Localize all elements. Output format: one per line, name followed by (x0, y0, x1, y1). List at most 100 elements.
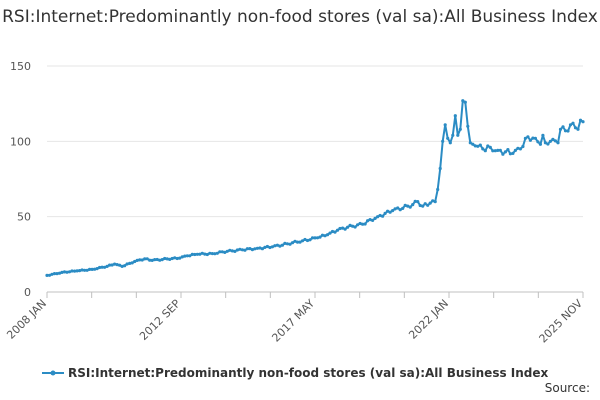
data-point (491, 149, 495, 153)
data-point (451, 133, 455, 137)
data-point (386, 209, 390, 213)
data-point (188, 254, 192, 258)
data-point (433, 200, 437, 204)
data-point (511, 151, 515, 155)
data-point (175, 256, 179, 261)
series-line (46, 99, 584, 277)
data-point (47, 273, 52, 277)
data-point (62, 270, 67, 274)
data-point (143, 257, 147, 261)
data-point (438, 166, 442, 171)
data-point (57, 271, 62, 275)
data-point (463, 100, 467, 104)
data-point (290, 241, 295, 245)
data-point (458, 127, 462, 131)
data-point (325, 233, 330, 237)
data-point (346, 225, 350, 229)
data-point (170, 256, 174, 261)
legend-label: RSI:Internet:Predominantly non-food stor… (68, 366, 549, 380)
data-point (295, 240, 300, 244)
data-point (406, 204, 410, 208)
data-point (198, 252, 202, 256)
data-point (526, 135, 530, 139)
data-point (180, 255, 184, 259)
data-point (288, 242, 292, 246)
data-point (93, 267, 97, 271)
data-point (363, 222, 367, 226)
axis-layer: 0 50 100 150 2008 JAN 2012 SEP 2017 MAY 2022 JA… (4, 60, 585, 346)
data-point (573, 126, 578, 130)
data-point (373, 216, 377, 220)
data-point (541, 133, 545, 137)
data-point (533, 136, 538, 140)
data-point (543, 141, 548, 145)
data-point (513, 148, 518, 152)
data-point (135, 258, 139, 262)
data-point (338, 226, 342, 231)
data-point (528, 138, 533, 142)
data-point (235, 248, 239, 252)
data-point (220, 250, 224, 254)
data-point (428, 201, 432, 205)
data-point (391, 209, 395, 213)
data-point (258, 246, 262, 250)
data-point (233, 249, 237, 253)
data-point (203, 252, 207, 256)
data-point (571, 121, 575, 125)
data-point (478, 143, 482, 147)
data-point (130, 261, 134, 265)
data-point (441, 139, 445, 143)
data-point (503, 150, 507, 154)
data-point (218, 250, 222, 254)
data-point (118, 263, 122, 267)
data-point (153, 258, 157, 262)
data-point (150, 258, 154, 262)
data-point (418, 203, 422, 208)
data-point (341, 226, 345, 230)
data-point (173, 256, 177, 260)
data-point (148, 258, 152, 262)
data-point (310, 236, 315, 240)
data-point (318, 235, 322, 239)
data-point (581, 120, 585, 124)
data-point (348, 223, 352, 227)
data-point (508, 152, 512, 156)
data-point (155, 257, 159, 262)
data-point (245, 247, 249, 251)
data-point (70, 269, 74, 273)
data-point (95, 267, 99, 271)
x-tick-label: 2012 SEP (137, 297, 183, 343)
data-point (75, 269, 79, 273)
data-point (506, 148, 510, 152)
data-point (67, 270, 72, 274)
data-point (468, 141, 472, 145)
data-point (473, 144, 477, 148)
data-point (223, 250, 227, 254)
data-point (120, 264, 124, 268)
data-point (466, 124, 470, 128)
data-point (423, 202, 427, 206)
data-point (358, 221, 362, 226)
data-point (185, 254, 189, 258)
data-point (501, 152, 505, 156)
data-point (353, 225, 357, 229)
data-point (285, 242, 289, 246)
data-point (351, 224, 355, 228)
data-point (426, 203, 430, 207)
data-point (50, 272, 54, 276)
series-layer (45, 99, 585, 277)
data-point (113, 262, 117, 266)
data-point (45, 273, 49, 277)
data-point (278, 244, 282, 248)
data-point (168, 257, 172, 261)
data-point (376, 215, 380, 219)
data-point (371, 218, 375, 222)
data-point (90, 267, 94, 271)
data-point (263, 245, 267, 249)
data-point (145, 257, 149, 261)
data-point (568, 123, 573, 127)
data-point (431, 199, 435, 203)
data-point (300, 239, 305, 243)
data-point (303, 237, 307, 242)
